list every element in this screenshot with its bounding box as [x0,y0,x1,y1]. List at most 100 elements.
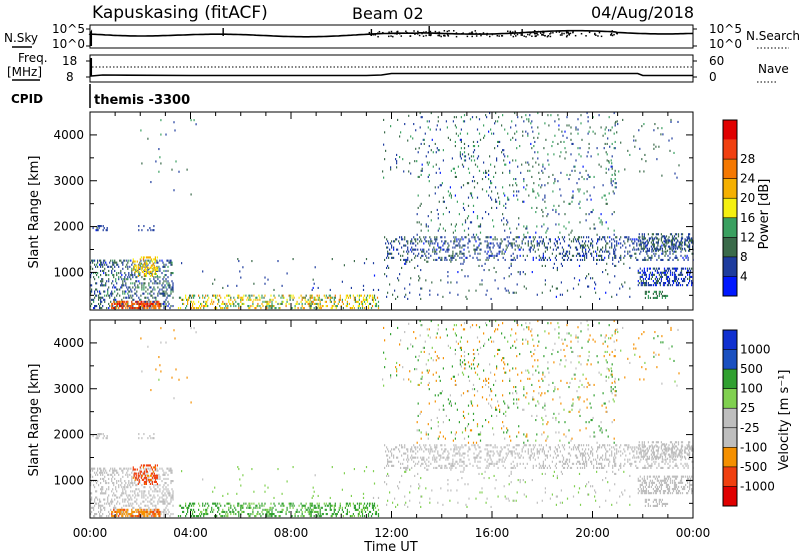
power-echo [404,123,406,126]
power-echo [607,236,609,239]
power-echo [111,294,113,297]
power-echo [465,256,467,259]
power-echo [516,184,518,187]
power-echo [418,175,420,178]
power-echo [570,231,572,234]
power-echo [611,242,613,245]
power-echo [675,237,678,240]
power-echo [409,291,411,294]
velocity-echo [116,510,118,513]
power-echo [249,294,251,297]
power-echo [149,256,151,259]
power-echo [417,175,419,178]
power-echo [90,274,92,277]
power-echo [476,217,479,220]
velocity-echo [100,506,102,509]
power-echo [143,300,145,303]
power-echo [165,302,167,305]
velocity-echo [132,502,134,505]
power-echo [613,132,615,135]
power-echo [436,236,438,239]
power-echo [108,269,110,272]
power-echo [671,237,674,240]
power-echo [479,258,481,261]
power-echo [421,240,423,243]
velocity-echo [143,490,145,493]
power-echo [313,307,315,310]
power-echo [96,305,98,308]
power-echo [407,248,409,251]
power-echo [103,227,105,230]
velocity-echo [91,506,93,509]
velocity-echo [123,513,125,516]
power-echo [478,118,481,121]
velocity-echo [132,494,134,497]
velocity-echo [152,466,154,469]
power-echo [96,263,98,266]
power-echo [127,305,129,308]
power-echo [148,284,150,287]
velocity-echo [105,482,107,485]
velocity-echo [139,482,141,485]
power-echo [594,227,596,230]
power-echo [198,294,200,297]
power-echo [644,241,646,244]
power-echo [314,266,316,269]
power-echo [457,165,459,168]
power-echo [147,229,149,232]
power-echo [577,132,579,135]
power-echo [591,242,593,245]
power-echo [198,307,200,310]
power-echo [112,302,114,305]
power-echo [652,239,654,242]
power-echo [183,298,185,301]
nsky-dot [552,32,554,34]
power-echo [156,300,158,303]
velocity-echo [155,484,157,487]
power-echo [100,302,102,305]
power-echo [501,219,503,222]
velocity-echo [317,504,319,507]
power-echo [149,274,151,277]
power-echo [636,248,638,251]
power-echo [386,238,388,241]
power-echo [150,266,152,269]
velocity-echo [317,510,319,513]
power-echo [653,290,655,293]
power-echo [639,271,641,274]
power-echo [144,266,146,269]
power-echo [303,307,305,310]
power-echo [468,171,471,174]
power-echo [145,272,147,275]
power-echo [444,258,446,261]
power-echo [428,173,430,176]
power-echo [360,300,362,303]
power-echo [201,305,203,308]
power-echo [100,265,102,268]
power-echo [158,302,160,305]
power-echo [533,244,535,247]
power-echo [452,256,454,259]
power-echo [578,279,581,282]
power-echo [167,294,169,297]
nsky-dot [430,33,432,35]
power-echo [361,305,364,308]
velocity-echo [150,498,152,501]
power-echo [455,126,457,129]
power-echo [471,116,474,119]
power-echo [110,292,112,295]
power-echo [645,244,647,247]
velocity-echo [334,504,336,507]
velocity-echo [170,480,172,483]
velocity-echo [111,490,113,493]
power-echo [620,236,622,239]
nsky-dot [501,35,504,37]
velocity-echo [124,488,126,491]
power-echo [398,279,400,282]
velocity-echo [229,502,231,505]
velocity-echo [320,506,322,509]
power-echo [212,282,214,285]
power-echo [153,286,155,289]
power-echo [568,124,570,127]
power-echo [687,237,689,240]
